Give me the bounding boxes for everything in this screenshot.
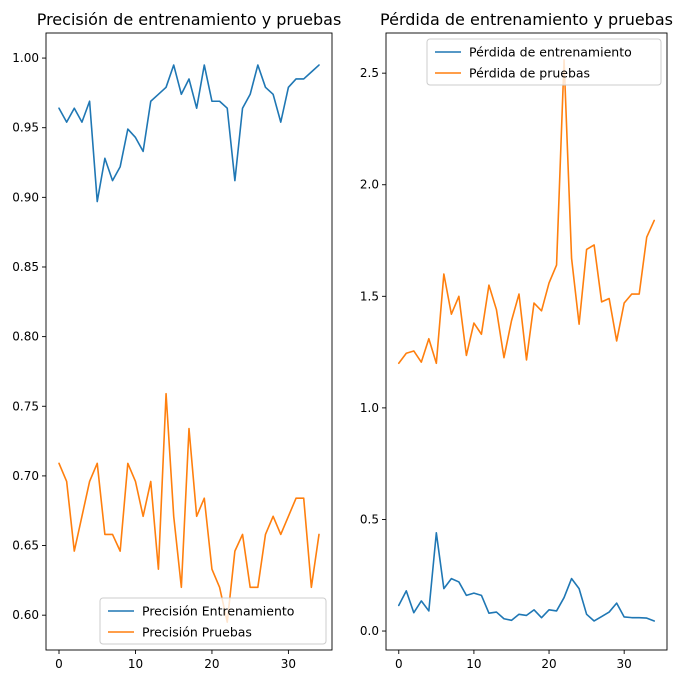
y-tick-label: 0.65 bbox=[12, 539, 39, 553]
legend: Precisión Entrenamiento Precisión Pruebas bbox=[99, 597, 327, 645]
plot-area-frame bbox=[385, 32, 668, 651]
y-tick-label: 0.85 bbox=[12, 260, 39, 274]
chart-panel-2: Pérdida de entrenamiento y pruebas 0 10 20 3… bbox=[360, 10, 673, 671]
y-tick-label: 1.0 bbox=[360, 401, 379, 415]
x-tick-label: 20 bbox=[204, 657, 219, 671]
plot-area-frame bbox=[45, 32, 333, 651]
series-line-1 bbox=[58, 64, 320, 203]
legend-box bbox=[99, 597, 327, 645]
y-tick-label: 0.95 bbox=[12, 121, 39, 135]
y-tick-label: 2.5 bbox=[360, 66, 379, 80]
legend-label-2: Precisión Pruebas bbox=[142, 625, 252, 640]
series-line-2 bbox=[58, 392, 320, 623]
chart-panel-1: Precisión de entrenamiento y pruebas 0 10 2… bbox=[12, 10, 341, 671]
y-tick-label: 0.75 bbox=[12, 399, 39, 413]
x-tick-label: 0 bbox=[55, 657, 63, 671]
y-tick-label: 0.80 bbox=[12, 330, 39, 344]
legend-box bbox=[426, 38, 662, 86]
legend: Pérdida de entrenamiento Pérdida de prueb… bbox=[426, 38, 662, 86]
x-tick-label: 10 bbox=[466, 657, 481, 671]
legend-label-2: Pérdida de pruebas bbox=[469, 66, 590, 81]
y-tick-label: 0.60 bbox=[12, 608, 39, 622]
y-tick-label: 0.0 bbox=[360, 624, 379, 638]
chart-title: Pérdida de entrenamiento y pruebas bbox=[380, 10, 673, 29]
x-tick-label: 30 bbox=[281, 657, 296, 671]
chart-title: Precisión de entrenamiento y pruebas bbox=[37, 10, 342, 29]
x-tick-label: 0 bbox=[395, 657, 403, 671]
series-line-2 bbox=[397, 58, 656, 365]
y-tick-label: 1.5 bbox=[360, 289, 379, 303]
y-tick-label: 1.00 bbox=[12, 51, 39, 65]
y-tick-label: 0.5 bbox=[360, 512, 379, 526]
series-line-1 bbox=[397, 532, 656, 622]
y-tick-label: 2.0 bbox=[360, 178, 379, 192]
legend-label-1: Precisión Entrenamiento bbox=[142, 604, 294, 619]
legend-label-1: Pérdida de entrenamiento bbox=[469, 45, 632, 60]
x-tick-label: 10 bbox=[128, 657, 143, 671]
x-tick-label: 20 bbox=[541, 657, 556, 671]
x-tick-label: 30 bbox=[617, 657, 632, 671]
y-tick-label: 0.90 bbox=[12, 190, 39, 204]
y-tick-label: 0.70 bbox=[12, 469, 39, 483]
